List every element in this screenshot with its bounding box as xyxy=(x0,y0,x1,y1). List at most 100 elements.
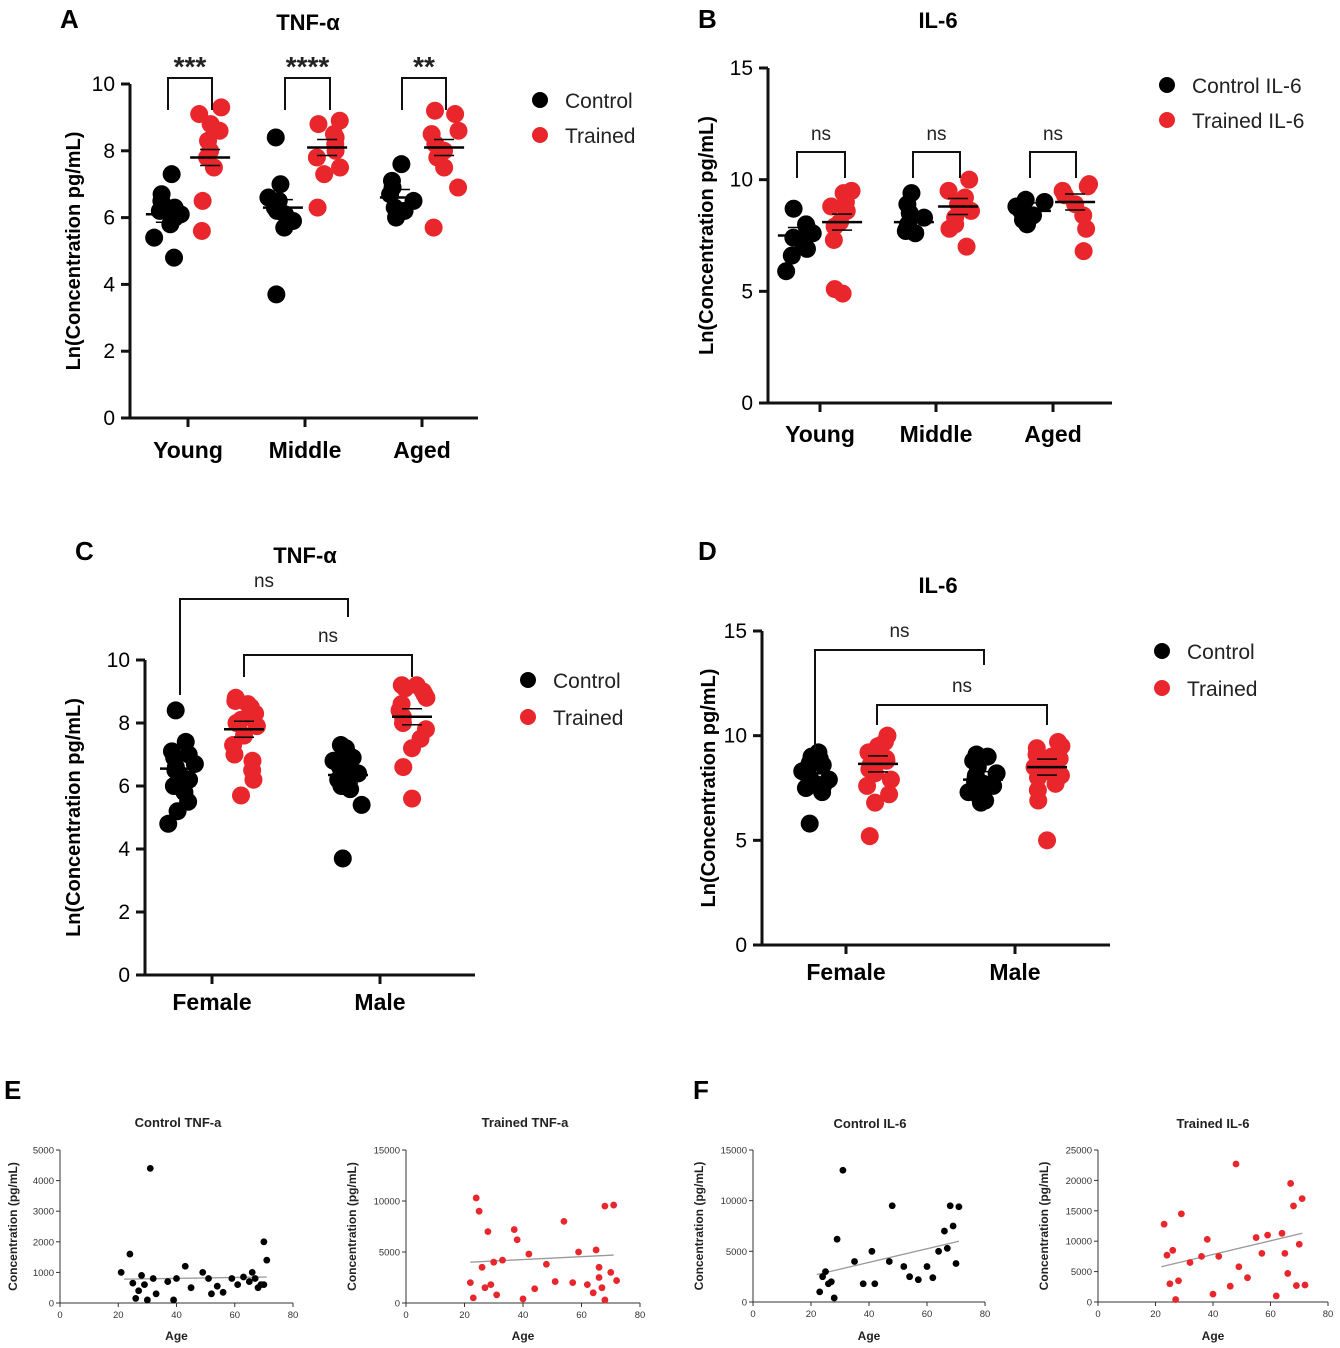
data-point xyxy=(141,1281,148,1289)
data-point xyxy=(871,1280,879,1288)
data-point xyxy=(228,1275,236,1282)
data-point xyxy=(219,1288,227,1296)
y-axis-label: Concentration (pg/mL) xyxy=(345,1162,359,1291)
data-point xyxy=(800,814,819,833)
y-tick-label: 5000 xyxy=(726,1247,747,1258)
data-point xyxy=(1235,1263,1243,1271)
data-point xyxy=(225,745,244,764)
legend: Control Trained xyxy=(520,670,623,730)
panel-letter-d: D xyxy=(698,536,717,566)
data-point xyxy=(164,1278,172,1285)
significance-bracket xyxy=(401,77,447,110)
data-point xyxy=(842,181,861,200)
data-point xyxy=(955,1203,963,1211)
data-point xyxy=(166,701,185,720)
trend-line xyxy=(1161,1232,1303,1268)
data-point xyxy=(449,121,468,140)
series-trained-il-6 xyxy=(822,170,1099,303)
data-point xyxy=(875,732,894,751)
panel-d: IL-6 0 5 10 15 Ln(Concentration pg/mL) Female M… xyxy=(698,573,1257,985)
subplot-title: Control TNF-a xyxy=(135,1115,222,1130)
data-point xyxy=(117,1269,125,1276)
data-point xyxy=(777,262,796,281)
y-tick-label: 6 xyxy=(103,207,115,230)
data-point xyxy=(929,1274,937,1282)
significance-label: *** xyxy=(174,51,207,82)
data-point xyxy=(964,751,983,770)
data-point xyxy=(1066,195,1085,214)
data-point xyxy=(1301,1281,1309,1289)
data-point xyxy=(1264,1231,1272,1239)
significance-bracket xyxy=(876,704,1048,725)
x-tick-label: 60 xyxy=(922,1309,933,1320)
data-point xyxy=(394,758,413,777)
data-point xyxy=(226,691,245,710)
data-point xyxy=(166,758,185,777)
data-point xyxy=(1272,1292,1280,1300)
subplot-trained-tnf-a: Trained TNF-a 0 5000 10000 15000 0 20 40 60 80 Age… xyxy=(345,1115,645,1343)
panel-letter-f: F xyxy=(693,1075,709,1105)
data-point xyxy=(1163,1251,1171,1259)
data-point xyxy=(143,1296,151,1304)
data-point xyxy=(162,742,181,761)
significance-label: ns xyxy=(254,571,274,592)
legend-marker xyxy=(1159,77,1175,93)
series-control xyxy=(145,128,423,304)
data-point xyxy=(472,1194,480,1202)
x-tick-label: Male xyxy=(989,959,1040,985)
data-point xyxy=(1186,1259,1194,1266)
subplot-trained-il-6: Trained IL-6 0 5000 10000 15000 20000 25000 0 20… xyxy=(1037,1116,1333,1343)
x-tick-label: 80 xyxy=(635,1310,646,1321)
y-tick-label: 5000 xyxy=(33,1146,54,1157)
data-point xyxy=(1028,781,1047,800)
significance-label: ns xyxy=(1043,124,1063,145)
data-point xyxy=(201,141,220,160)
significance-bracket xyxy=(167,77,213,110)
data-point xyxy=(866,793,885,812)
y-tick-label: 3000 xyxy=(33,1207,54,1218)
data-point xyxy=(531,1285,539,1293)
data-point xyxy=(424,218,443,237)
data-point xyxy=(152,1290,160,1298)
data-point xyxy=(212,98,231,117)
data-point xyxy=(240,1273,247,1281)
y-tick-label: 10000 xyxy=(1066,1237,1092,1248)
x-tick-label: 80 xyxy=(1323,1309,1334,1320)
data-point xyxy=(851,1258,858,1265)
data-point xyxy=(1244,1274,1251,1282)
data-point xyxy=(339,767,358,786)
data-point xyxy=(446,105,465,124)
data-point xyxy=(210,121,229,140)
data-point xyxy=(960,170,979,189)
x-tick-label: 20 xyxy=(113,1310,124,1321)
data-point xyxy=(395,201,414,220)
data-point xyxy=(1074,242,1093,261)
data-point xyxy=(416,720,435,739)
data-point xyxy=(392,155,411,174)
data-point xyxy=(170,1296,177,1304)
x-tick-label: Middle xyxy=(900,421,973,447)
data-point xyxy=(205,1275,212,1282)
x-axis-label: Age xyxy=(1202,1329,1225,1343)
data-point xyxy=(595,1274,603,1281)
x-tick-label: 40 xyxy=(1208,1309,1219,1320)
y-axis-label: Ln(Concentration pg/mL) xyxy=(696,116,718,355)
data-point xyxy=(978,747,997,766)
data-point xyxy=(138,1272,145,1279)
data-point xyxy=(513,1236,521,1244)
data-point xyxy=(449,178,468,197)
data-point xyxy=(1298,1195,1306,1203)
significance-label: ns xyxy=(952,676,972,697)
data-point xyxy=(987,764,1006,783)
data-point xyxy=(1203,1235,1211,1243)
data-point xyxy=(1035,193,1054,211)
data-point xyxy=(560,1218,568,1225)
data-point xyxy=(271,175,290,194)
y-tick-label: 0 xyxy=(742,1298,747,1309)
x-tick-label: 20 xyxy=(806,1309,817,1320)
data-point xyxy=(1258,1249,1266,1257)
y-tick-label: 0 xyxy=(118,964,130,987)
legend-marker xyxy=(1154,643,1170,659)
x-tick-label: 80 xyxy=(288,1310,299,1321)
data-point xyxy=(1053,181,1072,200)
